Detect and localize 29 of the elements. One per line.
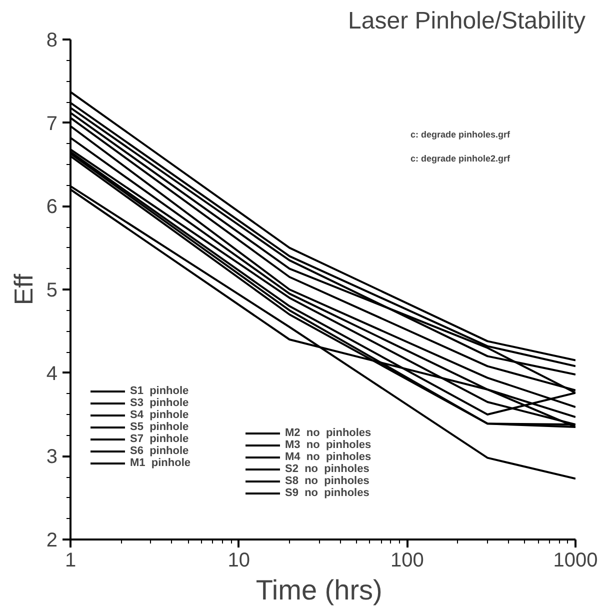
y-tick-label: 7 <box>46 112 58 135</box>
y-tick-label: 2 <box>46 530 58 552</box>
legend-label: S6 pinhole <box>130 445 189 457</box>
y-tick-label: 3 <box>46 446 58 468</box>
legend-label: S7 pinhole <box>130 433 189 445</box>
legend-label: S4 pinhole <box>130 409 189 421</box>
x-tick-label: 1000 <box>553 550 598 572</box>
legend-label: M2 no pinholes <box>285 427 372 439</box>
x-tick-label: 10 <box>228 550 250 572</box>
legend-label: S9 no pinholes <box>285 487 370 499</box>
legend-label: S8 no pinholes <box>285 475 370 487</box>
x-tick-label: 1 <box>64 550 76 572</box>
legend-label: M4 no pinholes <box>285 451 372 463</box>
legend-label: S1 pinhole <box>130 385 189 397</box>
legend-label: M3 no pinholes <box>285 439 372 451</box>
y-tick-label: 4 <box>46 362 58 385</box>
legend-label: M1 pinhole <box>130 457 190 469</box>
x-axis-title: Time (hrs) <box>256 574 382 606</box>
chart-title: Laser Pinhole/Stability <box>348 8 586 34</box>
legend-label: S2 no pinholes <box>285 463 370 475</box>
annotation: c: degrade pinhole2.grf <box>410 154 512 164</box>
y-tick-label: 8 <box>46 30 58 52</box>
annotation: c: degrade pinholes.grf <box>410 130 512 140</box>
y-tick-label: 5 <box>46 280 58 302</box>
y-tick-label: 6 <box>46 196 58 218</box>
legend-label: S5 pinhole <box>130 421 189 433</box>
legend-label: S3 pinhole <box>130 397 189 409</box>
y-axis-title: Eff <box>8 273 38 306</box>
x-tick-label: 100 <box>390 550 424 572</box>
